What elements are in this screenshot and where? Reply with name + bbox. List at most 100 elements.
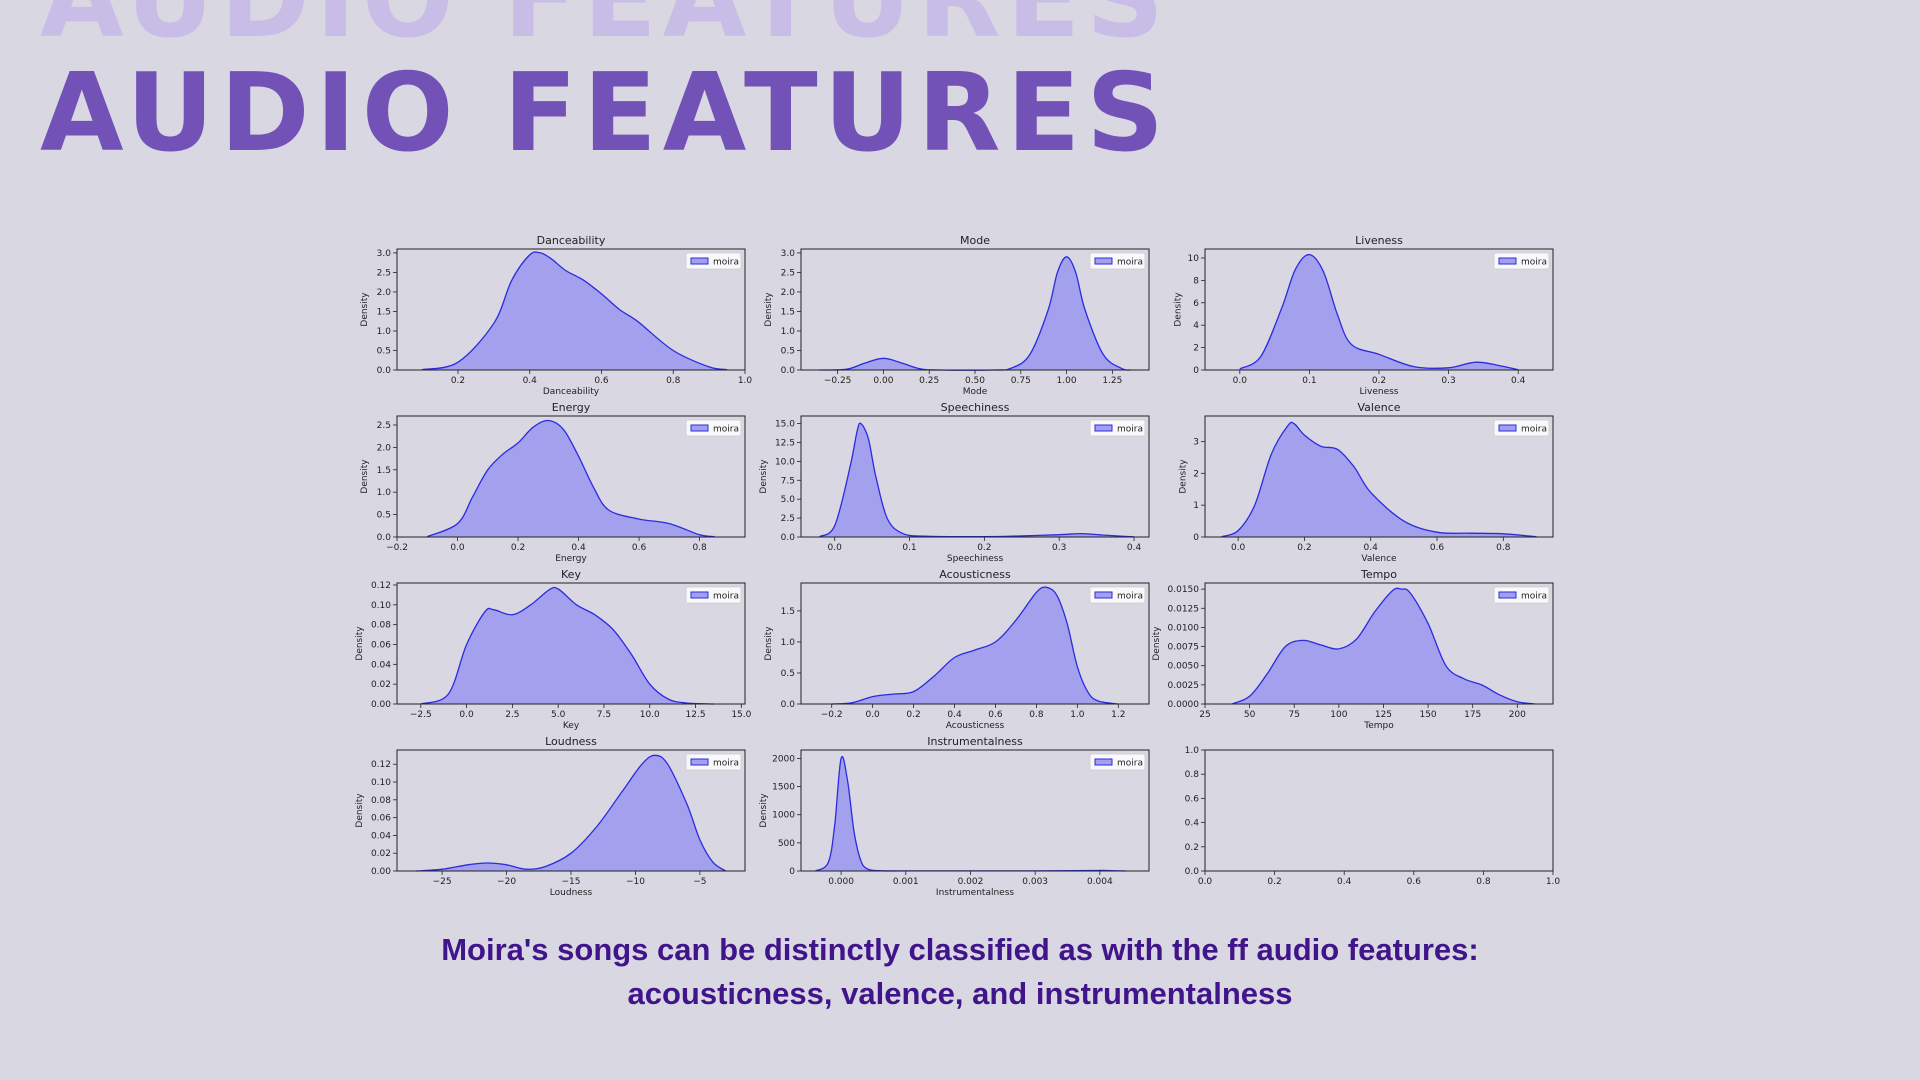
y-tick-label: 2.0 [377, 288, 392, 298]
x-tick-label: 1.0 [1070, 710, 1085, 720]
y-tick-label: 2.5 [781, 514, 795, 524]
y-axis-label: Density [759, 793, 769, 828]
y-tick-label: 0.0075 [1168, 643, 1200, 653]
y-tick-label: 2 [1193, 344, 1199, 354]
x-tick-label: 125 [1375, 710, 1392, 720]
x-tick-label: 0.3 [1441, 376, 1455, 386]
chart-title: Key [561, 568, 581, 581]
chart-title: Mode [960, 234, 990, 247]
y-tick-label: 0.0125 [1168, 604, 1200, 614]
y-axis-label: Density [1173, 292, 1183, 327]
y-tick-label: 2.0 [781, 288, 796, 298]
y-tick-label: 12.5 [775, 438, 795, 448]
y-tick-label: 0.6 [1185, 794, 1200, 804]
density-area [819, 256, 1131, 371]
legend-swatch [1094, 591, 1113, 599]
x-tick-label: 1.2 [1111, 710, 1125, 720]
legend-box [1493, 586, 1550, 604]
legend-box [685, 419, 742, 437]
page-title: AUDIO FEATURES [40, 51, 1171, 176]
density-line [819, 422, 1135, 538]
x-tick-label: −10 [626, 877, 645, 887]
x-axis-label: Danceability [543, 387, 600, 397]
density-area [1231, 588, 1536, 704]
x-tick-label: 0.50 [965, 376, 985, 386]
x-tick-label: 0.003 [1022, 877, 1048, 887]
x-tick-label: −25 [433, 877, 452, 887]
legend-box [1089, 586, 1146, 604]
chart-panel-instrumentalness: 0.000 0.001 0.002 0.003 0.004 0 500 1000 1500 200… [759, 735, 1150, 898]
x-tick-label: 0.4 [1511, 376, 1526, 386]
y-tick-label: 0.08 [371, 796, 391, 806]
y-tick-label: 0.08 [371, 621, 391, 631]
y-tick-label: 2 [1193, 469, 1199, 479]
x-axis-label: Loudness [550, 888, 593, 898]
y-tick-label: 1000 [772, 811, 795, 821]
caption: Moira's songs can be distinctly classifi… [0, 928, 1920, 1016]
y-tick-label: 0.04 [371, 831, 391, 841]
y-tick-label: 0.0 [377, 533, 392, 543]
density-line [427, 419, 715, 538]
y-tick-label: 0.00 [371, 700, 391, 710]
axes-frame [800, 582, 1150, 705]
x-tick-label: 150 [1419, 710, 1436, 720]
title-ghost: AUDIO FEATURES [40, 0, 1170, 54]
y-tick-label: 0.0150 [1168, 585, 1200, 595]
y-tick-label: 0.04 [371, 660, 391, 670]
density-line [814, 756, 1126, 872]
x-tick-label: 1.00 [1057, 376, 1077, 386]
y-tick-label: 1.5 [377, 307, 391, 317]
x-tick-label: 0.8 [1029, 710, 1044, 720]
chart-title: Acousticness [939, 568, 1011, 581]
axes-frame [1204, 582, 1554, 705]
x-tick-label: 0.001 [893, 877, 919, 887]
x-axis-label: Speechiness [947, 554, 1004, 564]
legend-label: moira [713, 759, 739, 769]
y-axis-label: Density [759, 459, 769, 494]
y-tick-label: 0.06 [371, 814, 391, 824]
y-tick-label: 1.0 [781, 327, 796, 337]
legend-label: moira [1521, 592, 1547, 602]
density-area [1221, 422, 1537, 537]
x-tick-label: 0.0 [450, 543, 465, 553]
y-tick-label: 0 [789, 867, 795, 877]
x-tick-label: 50 [1244, 710, 1256, 720]
x-tick-label: 100 [1330, 710, 1347, 720]
y-tick-label: 0.5 [377, 346, 391, 356]
x-tick-label: 1.0 [738, 376, 753, 386]
y-tick-label: 0.12 [371, 760, 391, 770]
x-tick-label: 0.2 [1267, 877, 1281, 887]
x-tick-label: 0.8 [1496, 543, 1511, 553]
x-tick-label: 0.4 [1364, 543, 1379, 553]
y-tick-label: 0.4 [1185, 819, 1200, 829]
y-tick-label: 0.02 [371, 680, 391, 690]
density-area [420, 587, 714, 704]
legend-box [1089, 753, 1146, 771]
y-tick-label: 5.0 [781, 495, 796, 505]
x-axis-label: Tempo [1363, 721, 1394, 731]
chart-title: Danceability [537, 234, 606, 247]
x-axis-label: Liveness [1360, 387, 1399, 397]
chart-panel-key: −2.5 0.0 2.5 5.0 7.5 10.0 12.5 15.0 0.00 0.02 0.04… [355, 568, 752, 731]
x-axis-label: Instrumentalness [936, 888, 1014, 898]
x-tick-label: 0.0 [1198, 877, 1213, 887]
x-axis-label: Mode [963, 387, 988, 397]
chart-panel-empty: 0.0 0.2 0.4 0.6 0.8 1.0 0.0 0.2 0.4 0.6 0.8 1.0 [1185, 746, 1561, 887]
y-tick-label: 2.0 [377, 443, 392, 453]
y-tick-label: 3 [1193, 437, 1199, 447]
chart-title: Valence [1357, 401, 1400, 414]
legend-label: moira [713, 592, 739, 602]
density-area [819, 423, 1134, 537]
legend-box [1089, 252, 1146, 270]
y-tick-label: 0.02 [371, 849, 391, 859]
x-tick-label: 75 [1289, 710, 1300, 720]
y-tick-label: 10 [1188, 254, 1200, 264]
x-tick-label: 0.6 [988, 710, 1003, 720]
chart-panel-liveness: 0.0 0.1 0.2 0.3 0.4 0 2 4 6 8 10 Liveness Liveness De… [1173, 234, 1554, 397]
chart-panel-valence: 0.0 0.2 0.4 0.6 0.8 0 1 2 3 Valence Valence Density… [1179, 401, 1554, 564]
y-tick-label: 8 [1193, 276, 1199, 286]
y-tick-label: 0.0025 [1168, 681, 1200, 691]
legend-label: moira [1117, 425, 1143, 435]
y-tick-label: 0.0 [781, 700, 796, 710]
